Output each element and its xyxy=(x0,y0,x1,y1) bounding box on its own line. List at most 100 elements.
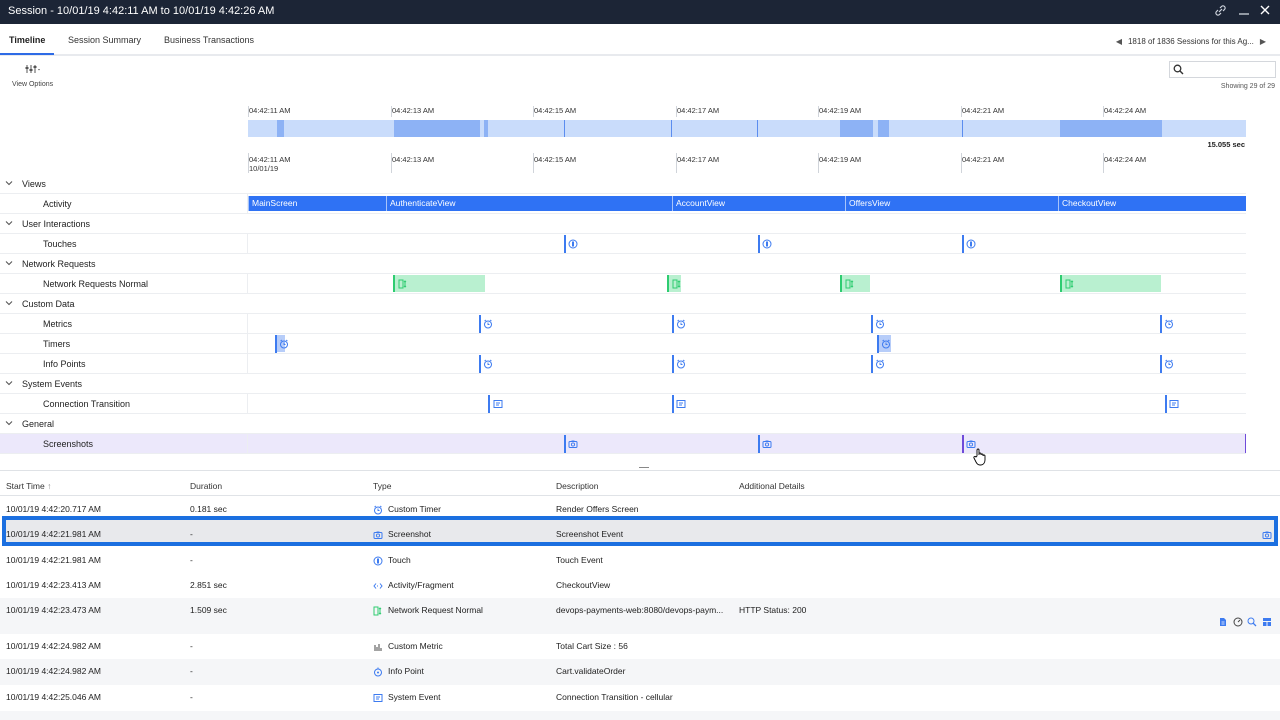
timeline-tick-line xyxy=(1103,153,1104,173)
table-row[interactable]: 10/01/19 4:42:23.473 AM 1.509 sec Networ… xyxy=(0,598,1280,634)
lane-group-label: General xyxy=(22,419,55,429)
chevron-down-icon[interactable] xyxy=(4,258,14,270)
cell-duration: - xyxy=(190,692,193,702)
column-header-type[interactable]: Type xyxy=(373,481,392,491)
table-row[interactable]: 10/01/19 4:42:24.982 AM - Custom Metric … xyxy=(0,634,1280,660)
tab-timeline[interactable]: Timeline xyxy=(9,35,46,45)
chevron-down-icon[interactable] xyxy=(4,418,14,430)
cell-duration: 1.509 sec xyxy=(190,605,227,615)
cell-start-time: 10/01/19 4:42:25.046 AM xyxy=(6,692,101,702)
cell-type: Touch xyxy=(388,555,411,565)
search-input[interactable] xyxy=(1188,62,1273,77)
cell-start-time: 10/01/19 4:42:20.717 AM xyxy=(6,504,101,514)
activity-segment[interactable]: OffersView xyxy=(845,196,1058,211)
cell-additional-details: HTTP Status: 200 xyxy=(739,605,807,615)
column-header-start-time[interactable]: Start Time ↑ xyxy=(6,481,51,491)
info-point-marker[interactable] xyxy=(672,355,674,373)
chevron-down-icon[interactable] xyxy=(4,218,14,230)
lane-group-label: Network Requests xyxy=(22,259,96,269)
lane-label: Activity xyxy=(43,199,72,209)
touch-marker[interactable] xyxy=(962,235,964,253)
view-screenshot-camera-icon[interactable] xyxy=(1262,530,1272,542)
activity-segment[interactable]: AccountView xyxy=(672,196,845,211)
touch-marker[interactable] xyxy=(564,235,566,253)
close-icon[interactable] xyxy=(1259,4,1271,20)
overview-tick-label: 04:42:15 AM xyxy=(534,106,577,115)
table-row-selected[interactable]: 10/01/19 4:42:21.981 AM - Screenshot Scr… xyxy=(0,522,1280,548)
zoom-icon[interactable] xyxy=(1247,617,1257,627)
cell-duration: - xyxy=(190,529,193,539)
metric-marker[interactable] xyxy=(479,315,481,333)
overview-tick-line xyxy=(676,106,677,117)
lane-screenshots[interactable]: Screenshots xyxy=(0,434,1246,454)
metric-marker[interactable] xyxy=(672,315,674,333)
lane-label: Screenshots xyxy=(43,439,94,449)
column-header-duration[interactable]: Duration xyxy=(190,481,223,491)
chevron-down-icon[interactable] xyxy=(4,378,14,390)
metric-marker[interactable] xyxy=(1160,315,1162,333)
panel-splitter[interactable] xyxy=(0,463,1280,471)
table-row[interactable]: 10/01/19 4:42:23.413 AM 2.851 sec Activi… xyxy=(0,573,1280,599)
lane-group-views: Views xyxy=(0,174,1246,194)
network-icon xyxy=(373,606,383,618)
table-row[interactable]: 10/01/19 4:42:21.981 AM - Touch Touch Ev… xyxy=(0,548,1280,574)
lane-group-general: General xyxy=(0,414,1246,434)
sliders-icon xyxy=(12,64,53,77)
network-request-bar[interactable] xyxy=(393,275,485,292)
touch-marker[interactable] xyxy=(758,235,760,253)
timer-bar[interactable] xyxy=(275,335,285,352)
lane-label: Timers xyxy=(43,339,71,349)
touch-icon xyxy=(762,239,772,249)
camera-icon xyxy=(762,439,772,449)
pager-text: 1818 of 1836 Sessions for this Ag... xyxy=(1127,37,1254,46)
chevron-down-icon[interactable] xyxy=(4,178,14,190)
cell-type: Custom Metric xyxy=(388,641,443,651)
view-options-button[interactable]: View Options xyxy=(12,64,53,88)
timer-icon xyxy=(1164,359,1174,369)
screenshot-marker[interactable] xyxy=(564,435,566,453)
cell-description: Cart.validateOrder xyxy=(556,666,626,676)
timeline-tick-line xyxy=(248,153,249,173)
activity-segment[interactable]: MainScreen xyxy=(248,196,386,211)
system-event-marker[interactable] xyxy=(672,395,674,413)
activity-segment[interactable]: AuthenticateView xyxy=(386,196,672,211)
screenshot-marker[interactable] xyxy=(758,435,760,453)
column-header-additional-details[interactable]: Additional Details xyxy=(739,481,805,491)
session-pager: ◀ 1818 of 1836 Sessions for this Ag... ▶ xyxy=(1110,37,1272,46)
search-box xyxy=(1169,61,1276,78)
network-request-bar[interactable] xyxy=(667,275,681,292)
overview-segment xyxy=(484,120,488,137)
network-request-bar[interactable] xyxy=(1060,275,1161,292)
table-row[interactable]: 10/01/19 4:42:24.982 AM - Info Point Car… xyxy=(0,659,1280,685)
timer-icon xyxy=(373,505,383,517)
gauge-icon[interactable] xyxy=(1233,617,1243,627)
table-row[interactable]: 10/01/19 4:42:25.046 AM - System Event C… xyxy=(0,685,1280,711)
system-event-marker[interactable] xyxy=(488,395,490,413)
activity-segment[interactable]: CheckoutView xyxy=(1058,196,1246,211)
info-point-marker[interactable] xyxy=(479,355,481,373)
info-point-marker[interactable] xyxy=(871,355,873,373)
link-icon[interactable] xyxy=(1214,4,1227,20)
document-icon[interactable] xyxy=(1218,617,1228,627)
screenshot-marker-selected[interactable] xyxy=(962,435,964,453)
tab-business-transactions[interactable]: Business Transactions xyxy=(164,35,255,45)
overview-tick-line xyxy=(533,106,534,117)
chevron-down-icon[interactable] xyxy=(4,298,14,310)
cell-duration: - xyxy=(190,666,193,676)
lane-group-custom-data: Custom Data xyxy=(0,294,1246,314)
timeline-tick-label: 04:42:19 AM xyxy=(819,155,862,164)
previous-session-arrow-icon[interactable]: ◀ xyxy=(1115,37,1122,46)
minimize-icon[interactable] xyxy=(1238,4,1250,20)
table-row[interactable]: 10/01/19 4:42:20.717 AM 0.181 sec Custom… xyxy=(0,497,1280,523)
tab-session-summary[interactable]: Session Summary xyxy=(68,35,142,45)
grid-icon[interactable] xyxy=(1262,617,1272,627)
timeline-tick-label: 04:42:13 AM xyxy=(392,155,435,164)
info-point-marker[interactable] xyxy=(1160,355,1162,373)
column-header-description[interactable]: Description xyxy=(556,481,599,491)
system-event-marker[interactable] xyxy=(1165,395,1167,413)
cell-description: devops-payments-web:8080/devops-paym... xyxy=(556,605,724,615)
overview-brush[interactable] xyxy=(248,120,1246,137)
next-session-arrow-icon[interactable]: ▶ xyxy=(1259,37,1266,46)
network-request-bar[interactable] xyxy=(840,275,870,292)
metric-marker[interactable] xyxy=(871,315,873,333)
